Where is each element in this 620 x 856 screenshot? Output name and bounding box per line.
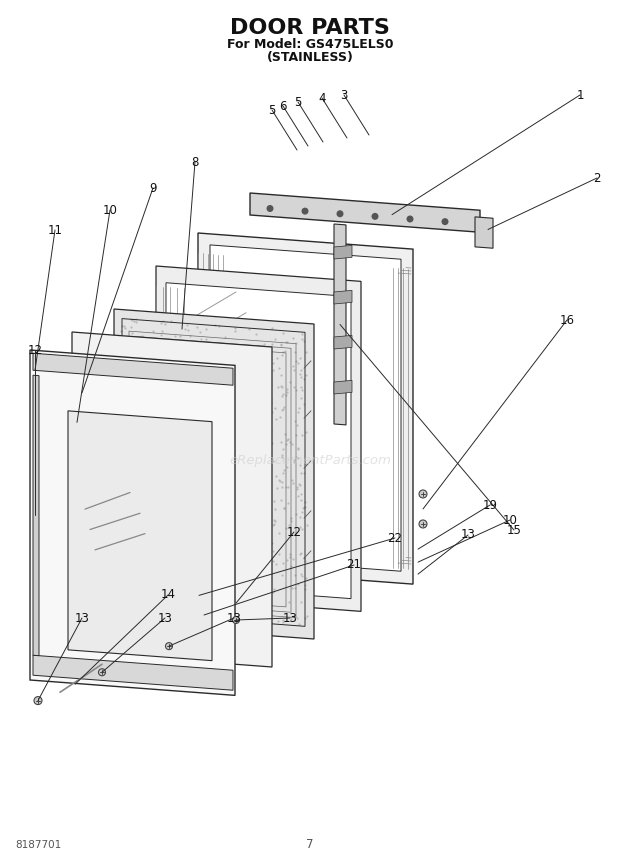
Text: 13: 13 <box>157 611 172 625</box>
Text: For Model: GS475LELS0: For Model: GS475LELS0 <box>227 38 393 51</box>
Circle shape <box>419 490 427 498</box>
Circle shape <box>99 669 105 675</box>
Circle shape <box>407 216 414 223</box>
Text: 10: 10 <box>503 514 518 526</box>
Text: 1: 1 <box>576 88 584 102</box>
Text: 13: 13 <box>226 611 241 625</box>
Circle shape <box>232 616 239 623</box>
Text: 6: 6 <box>279 99 286 112</box>
Text: 3: 3 <box>340 88 348 102</box>
Circle shape <box>166 643 172 650</box>
Circle shape <box>34 697 42 704</box>
Circle shape <box>301 208 309 215</box>
Circle shape <box>419 520 427 528</box>
Text: 5: 5 <box>294 96 302 109</box>
Polygon shape <box>194 585 214 607</box>
Polygon shape <box>334 290 352 304</box>
Polygon shape <box>475 217 493 248</box>
Circle shape <box>267 205 273 212</box>
Polygon shape <box>334 380 352 394</box>
Polygon shape <box>156 266 361 611</box>
Text: 2: 2 <box>593 171 601 185</box>
Text: 5: 5 <box>268 104 276 116</box>
Polygon shape <box>334 246 352 259</box>
Text: 11: 11 <box>48 223 63 236</box>
Polygon shape <box>334 336 352 349</box>
Polygon shape <box>76 413 84 423</box>
Text: 16: 16 <box>559 313 575 326</box>
Polygon shape <box>33 375 39 656</box>
Circle shape <box>337 211 343 217</box>
Polygon shape <box>76 462 84 473</box>
Circle shape <box>371 213 378 220</box>
Text: DOOR PARTS: DOOR PARTS <box>230 18 390 38</box>
Text: 22: 22 <box>388 532 402 544</box>
Polygon shape <box>334 224 346 425</box>
Text: 4: 4 <box>318 92 326 104</box>
Text: eReplacementParts.com: eReplacementParts.com <box>229 454 391 467</box>
Polygon shape <box>33 655 233 690</box>
Polygon shape <box>72 332 272 667</box>
Text: 21: 21 <box>347 558 361 572</box>
Text: 8187701: 8187701 <box>15 840 61 850</box>
Text: 7: 7 <box>306 839 314 852</box>
Text: 15: 15 <box>507 524 521 537</box>
Circle shape <box>441 218 448 225</box>
Text: 12: 12 <box>286 526 301 538</box>
Text: 12: 12 <box>27 343 43 356</box>
Polygon shape <box>114 309 314 639</box>
Text: 14: 14 <box>161 589 175 602</box>
Polygon shape <box>250 193 480 232</box>
Text: (STAINLESS): (STAINLESS) <box>267 51 353 64</box>
Text: 9: 9 <box>149 181 157 194</box>
Text: 8: 8 <box>192 156 198 169</box>
Text: 13: 13 <box>461 528 476 542</box>
Text: 10: 10 <box>102 204 117 217</box>
Text: 13: 13 <box>74 611 89 625</box>
Text: 13: 13 <box>283 611 298 625</box>
Text: 19: 19 <box>482 498 497 512</box>
Polygon shape <box>210 245 401 571</box>
Polygon shape <box>30 350 235 695</box>
Polygon shape <box>198 233 413 584</box>
Polygon shape <box>76 437 84 448</box>
Polygon shape <box>68 411 212 661</box>
Polygon shape <box>166 282 351 598</box>
Polygon shape <box>33 354 233 385</box>
